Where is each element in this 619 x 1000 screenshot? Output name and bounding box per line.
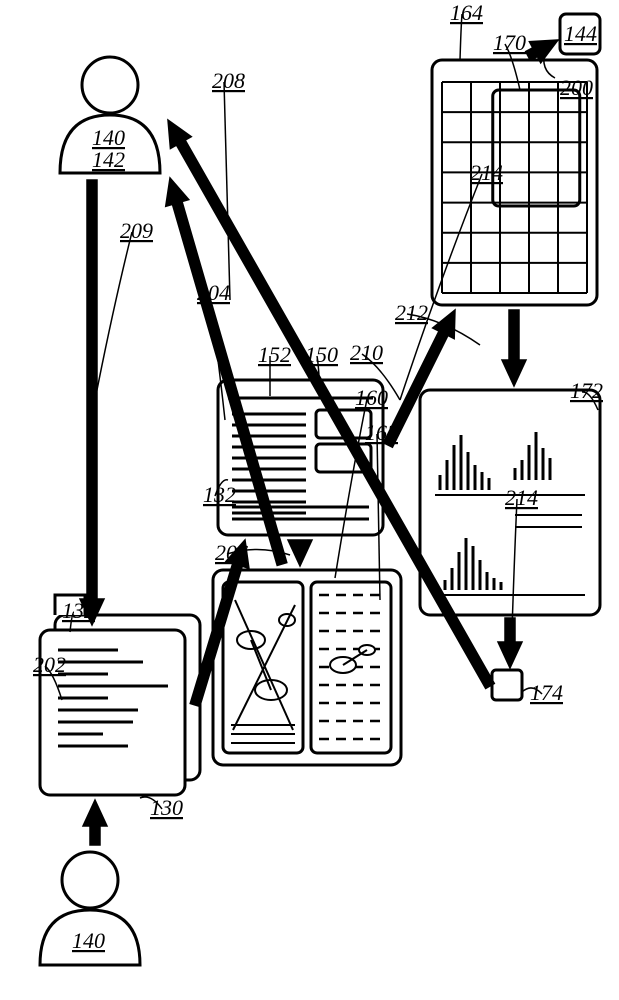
svg-text:174: 174 xyxy=(530,680,563,705)
svg-text:164: 164 xyxy=(450,0,483,25)
patent-flow-diagram: 1401441401422001301322022041321521502102… xyxy=(0,0,619,1000)
svg-text:206: 206 xyxy=(215,540,248,565)
svg-text:212: 212 xyxy=(395,300,428,325)
svg-text:170: 170 xyxy=(493,30,526,55)
svg-text:214: 214 xyxy=(470,160,503,185)
svg-text:140: 140 xyxy=(72,928,105,953)
svg-text:172: 172 xyxy=(570,378,603,403)
svg-text:150: 150 xyxy=(305,342,338,367)
svg-text:132: 132 xyxy=(203,482,236,507)
svg-text:142: 142 xyxy=(92,147,125,172)
svg-text:209: 209 xyxy=(120,218,153,243)
svg-text:162: 162 xyxy=(365,420,398,445)
svg-text:200: 200 xyxy=(560,75,593,100)
svg-text:210: 210 xyxy=(350,340,383,365)
svg-text:132: 132 xyxy=(62,598,95,623)
svg-text:160: 160 xyxy=(355,385,388,410)
svg-text:214: 214 xyxy=(505,485,538,510)
svg-text:208: 208 xyxy=(212,68,245,93)
svg-text:144: 144 xyxy=(564,21,597,46)
svg-text:202: 202 xyxy=(33,652,66,677)
svg-text:152: 152 xyxy=(258,342,291,367)
svg-text:130: 130 xyxy=(150,795,183,820)
svg-text:204: 204 xyxy=(197,280,230,305)
